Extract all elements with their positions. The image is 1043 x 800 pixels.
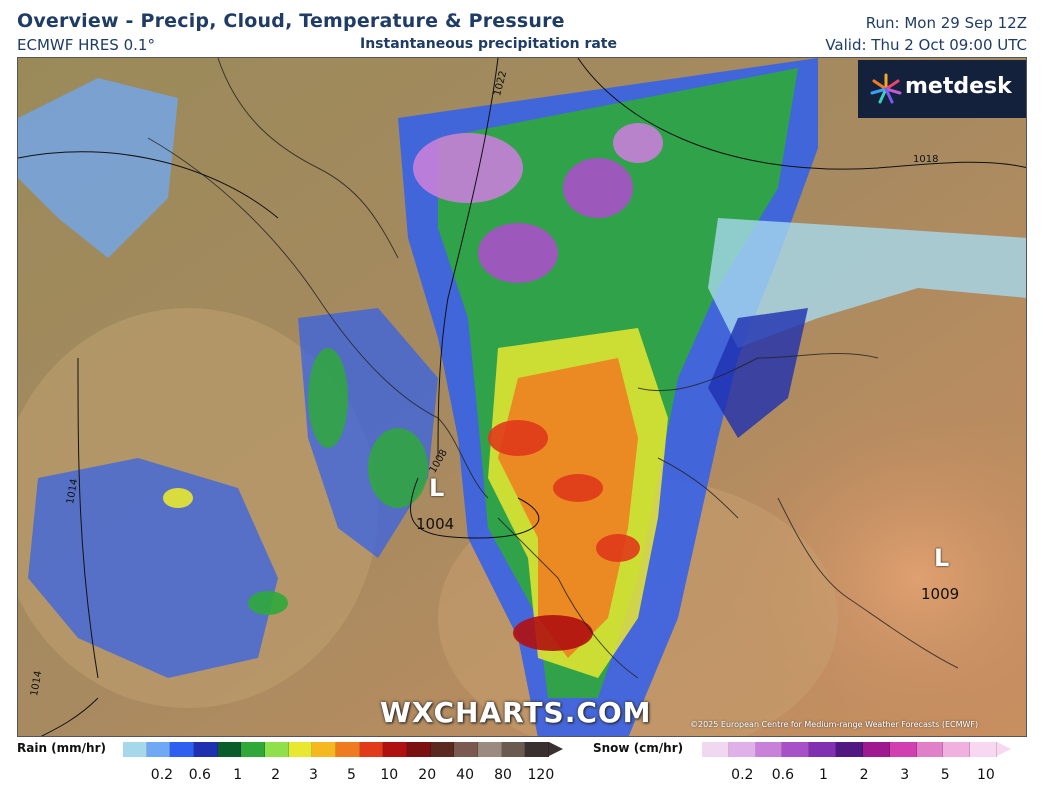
metdesk-logo-icon (870, 73, 902, 104)
run-time: Run: Mon 29 Sep 12Z (865, 14, 1027, 32)
snow-tick-label: 10 (976, 767, 995, 783)
rain-colorbar (123, 742, 564, 757)
rain-color-swatch (265, 742, 289, 757)
rain-color-swatch (288, 742, 313, 757)
snow-color-swatch (889, 742, 917, 757)
rain-tick-label: 10 (380, 767, 399, 783)
snow-color-swatch (916, 742, 944, 757)
rain-color-swatch (146, 742, 171, 757)
snow-color-swatch (862, 742, 890, 757)
rain-tick-label: 0.2 (150, 767, 174, 783)
metdesk-logo: metdesk (858, 60, 1026, 118)
rain-tick-label: 5 (346, 767, 356, 783)
rain-color-swatch (478, 742, 502, 757)
precip-field (18, 58, 1026, 736)
field-name: Instantaneous precipitation rate (360, 36, 617, 52)
snow-legend-label: Snow (cm/hr) (593, 741, 684, 755)
rain-tick-label: 80 (494, 767, 512, 783)
rain-color-swatch (454, 742, 479, 757)
snow-tick-label: 2 (859, 767, 869, 783)
low-pressure-marker: L (429, 474, 445, 502)
rain-color-swatch (194, 742, 218, 757)
rain-color-swatch (383, 742, 408, 757)
low-pressure-marker: L (934, 544, 950, 572)
snow-color-swatch (782, 742, 810, 757)
rain-color-swatch (217, 742, 242, 757)
snow-tick-label: 0.2 (731, 767, 754, 783)
rain-tick-label: 20 (418, 767, 437, 783)
ecmwf-credit: ©2025 European Centre for Medium-range W… (690, 720, 979, 729)
snow-color-swatch (702, 742, 729, 757)
snow-color-swatch (836, 742, 863, 757)
valid-time: Valid: Thu 2 Oct 09:00 UTC (825, 36, 1027, 54)
snow-colorbar-arrow (997, 742, 1012, 756)
rain-color-swatch (123, 742, 147, 757)
snow-colorbar (702, 742, 1012, 757)
wxcharts-watermark: WXCHARTS.COM (380, 696, 652, 729)
map-canvas (18, 58, 1026, 736)
rain-legend-label: Rain (mm/hr) (17, 741, 106, 755)
snow-color-swatch (728, 742, 756, 757)
snow-tick-label: 5 (940, 767, 950, 783)
rain-color-swatch (241, 742, 266, 757)
snow-color-swatch (755, 742, 783, 757)
rain-color-swatch (407, 742, 431, 757)
snow-color-swatch (809, 742, 837, 757)
weather-map: 1022 1018 1014 1008 1014 L 1004 L 1009 ©… (17, 57, 1027, 737)
low-pressure-value: 1004 (416, 515, 455, 533)
low-pressure-value: 1009 (921, 585, 960, 603)
rain-tick-label: 120 (527, 767, 555, 783)
snow-tick-label: 0.6 (771, 767, 795, 783)
rain-color-swatch (336, 742, 360, 757)
rain-tick-label: 40 (456, 767, 475, 783)
snow-color-swatch (943, 742, 971, 757)
rain-tick-label: 3 (309, 767, 318, 783)
chart-title: Overview - Precip, Cloud, Temperature & … (17, 10, 565, 32)
rain-colorbar-arrow (549, 742, 564, 756)
rain-color-swatch (312, 742, 337, 757)
rain-tick-label: 0.6 (188, 767, 211, 783)
rain-color-swatch (525, 742, 550, 757)
snow-tick-label: 1 (819, 767, 828, 783)
coastlines (147, 58, 959, 679)
chart-header: Overview - Precip, Cloud, Temperature & … (0, 0, 1043, 56)
rain-color-swatch (170, 742, 195, 757)
isobar-label: 1018 (913, 154, 939, 165)
snow-tick-label: 3 (900, 767, 910, 783)
isobars (18, 58, 1026, 736)
rain-color-swatch (501, 742, 526, 757)
rain-color-swatch (430, 742, 455, 757)
rain-color-swatch (359, 742, 384, 757)
model-name: ECMWF HRES 0.1° (17, 36, 155, 54)
rain-tick-label: 1 (233, 767, 243, 783)
snow-color-swatch (970, 742, 998, 757)
rain-tick-label: 2 (271, 767, 281, 783)
metdesk-logo-text: metdesk (905, 74, 1012, 99)
